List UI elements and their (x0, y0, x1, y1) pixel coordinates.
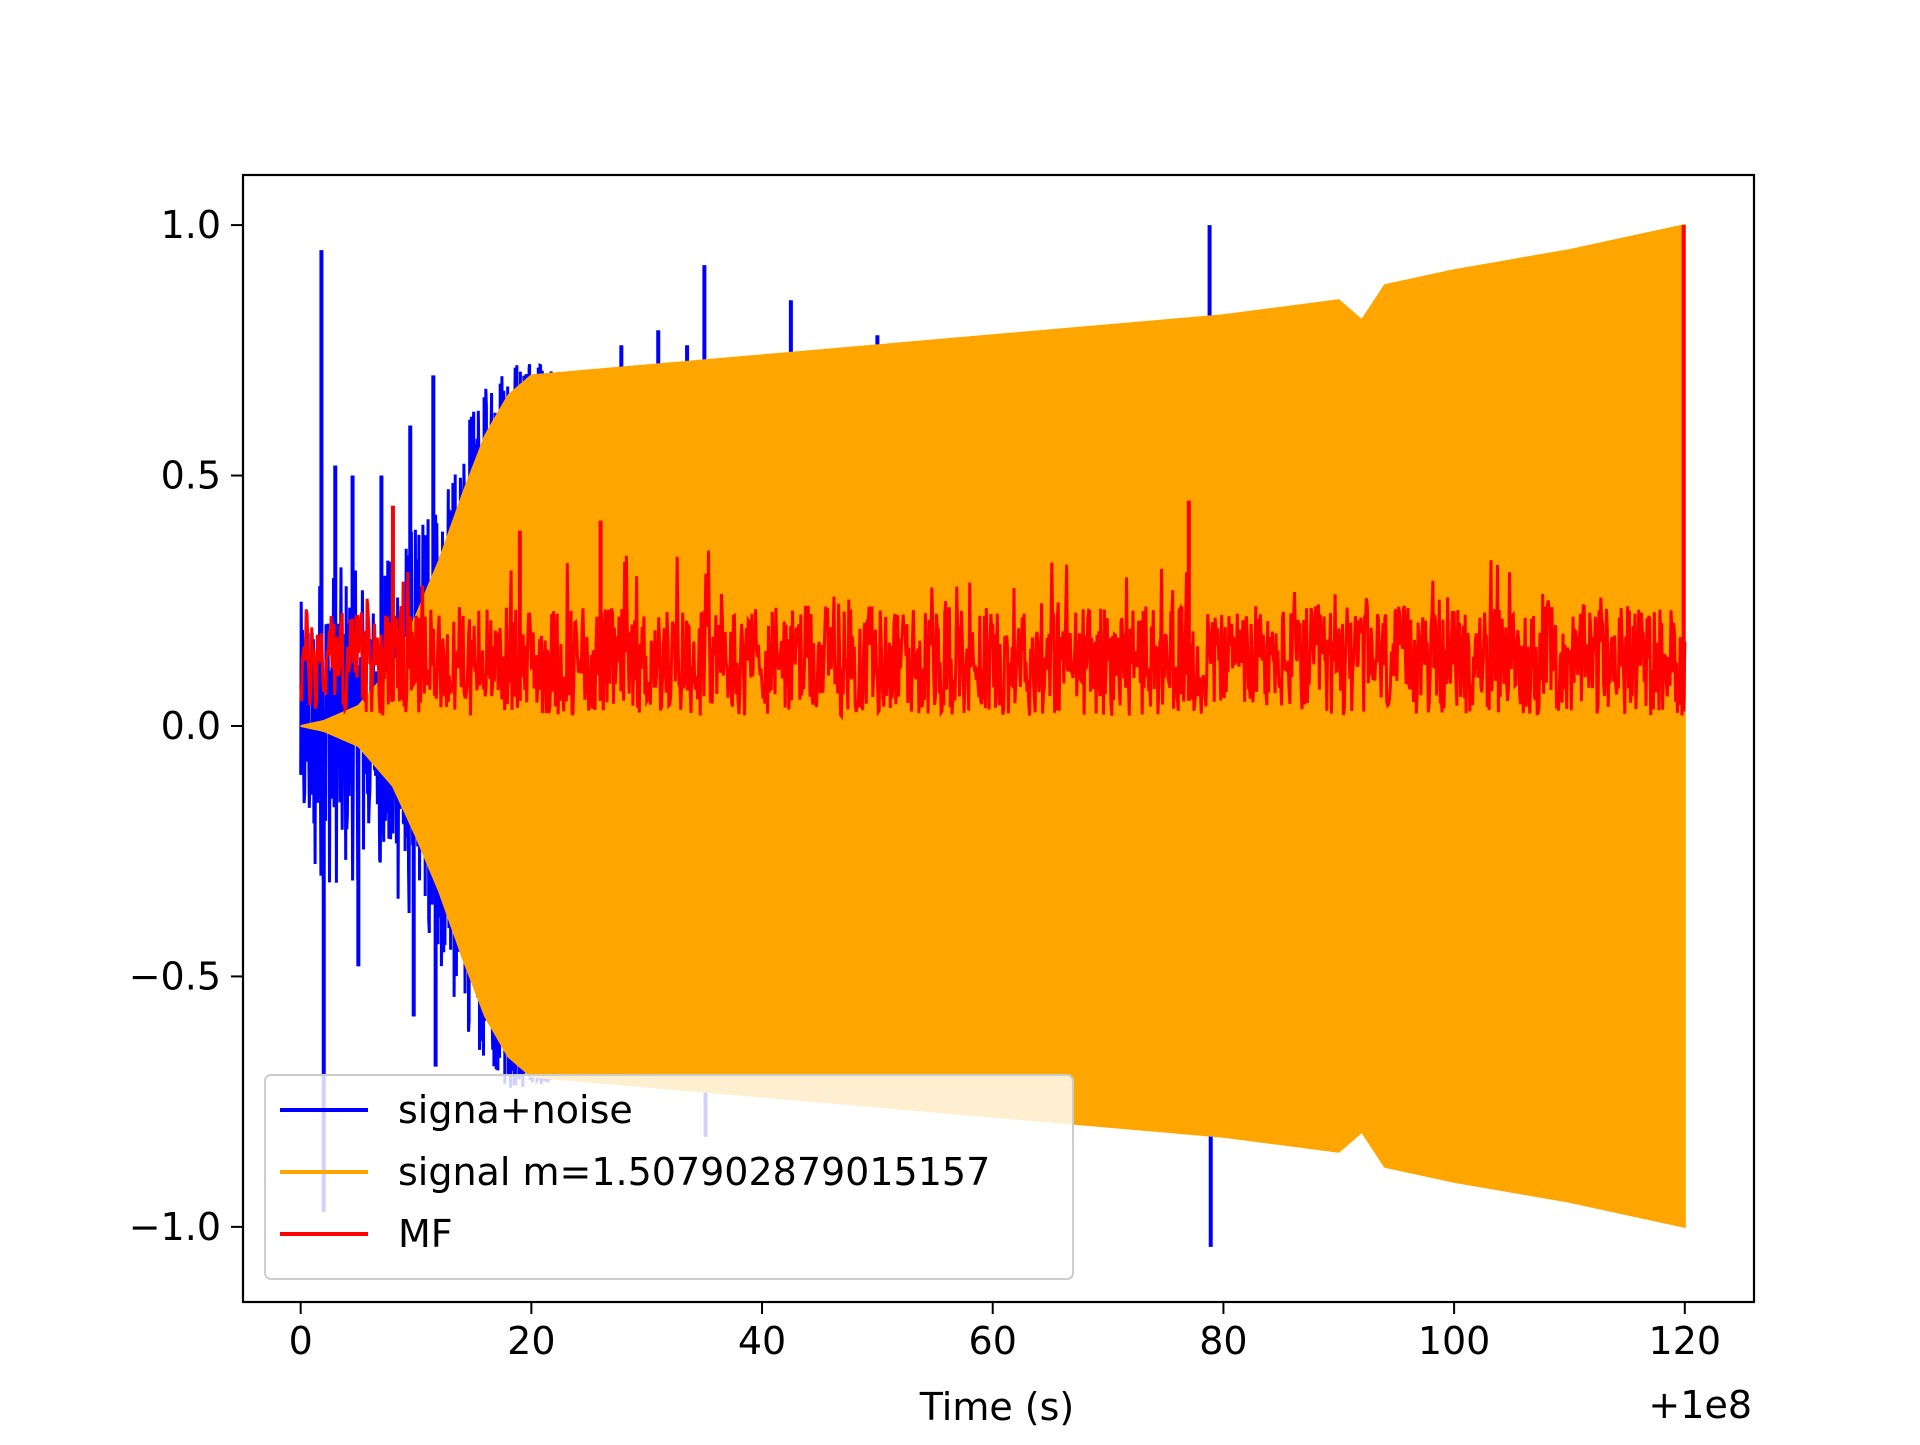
x-axis-offset-label: +1e8 (1648, 1383, 1752, 1427)
y-tick-label: 0.5 (161, 454, 221, 498)
legend-label-signa-noise: signa+noise (398, 1088, 633, 1132)
legend: signa+noise signal m=1.507902879015157 M… (264, 1074, 1074, 1280)
series-line-mf (299, 550, 1687, 721)
x-tick-label: 0 (289, 1319, 313, 1363)
x-tick-label: 40 (738, 1319, 786, 1363)
x-tick-label: 120 (1649, 1319, 1722, 1363)
x-tick-label: 100 (1418, 1319, 1491, 1363)
y-tick-label: 0.0 (161, 704, 221, 748)
legend-label-mf: MF (398, 1212, 453, 1256)
x-tick-label: 20 (507, 1319, 555, 1363)
axes-layer: 0 20 40 60 80 100 120 1.0 0.5 0.0 −0.5 −1.0 (129, 203, 1721, 1363)
plot-frame (241, 173, 1756, 1304)
legend-box (264, 1074, 1074, 1280)
x-tick-label: 60 (969, 1319, 1017, 1363)
y-tick-label: −0.5 (129, 954, 221, 998)
y-tick-label: 1.0 (161, 203, 221, 247)
series-layer (299, 223, 1687, 1247)
y-tick-label: −1.0 (129, 1205, 221, 1249)
x-tick-label: 80 (1199, 1319, 1247, 1363)
legend-label-signal: signal m=1.507902879015157 (398, 1150, 990, 1194)
x-axis-label: Time (s) (919, 1385, 1075, 1429)
